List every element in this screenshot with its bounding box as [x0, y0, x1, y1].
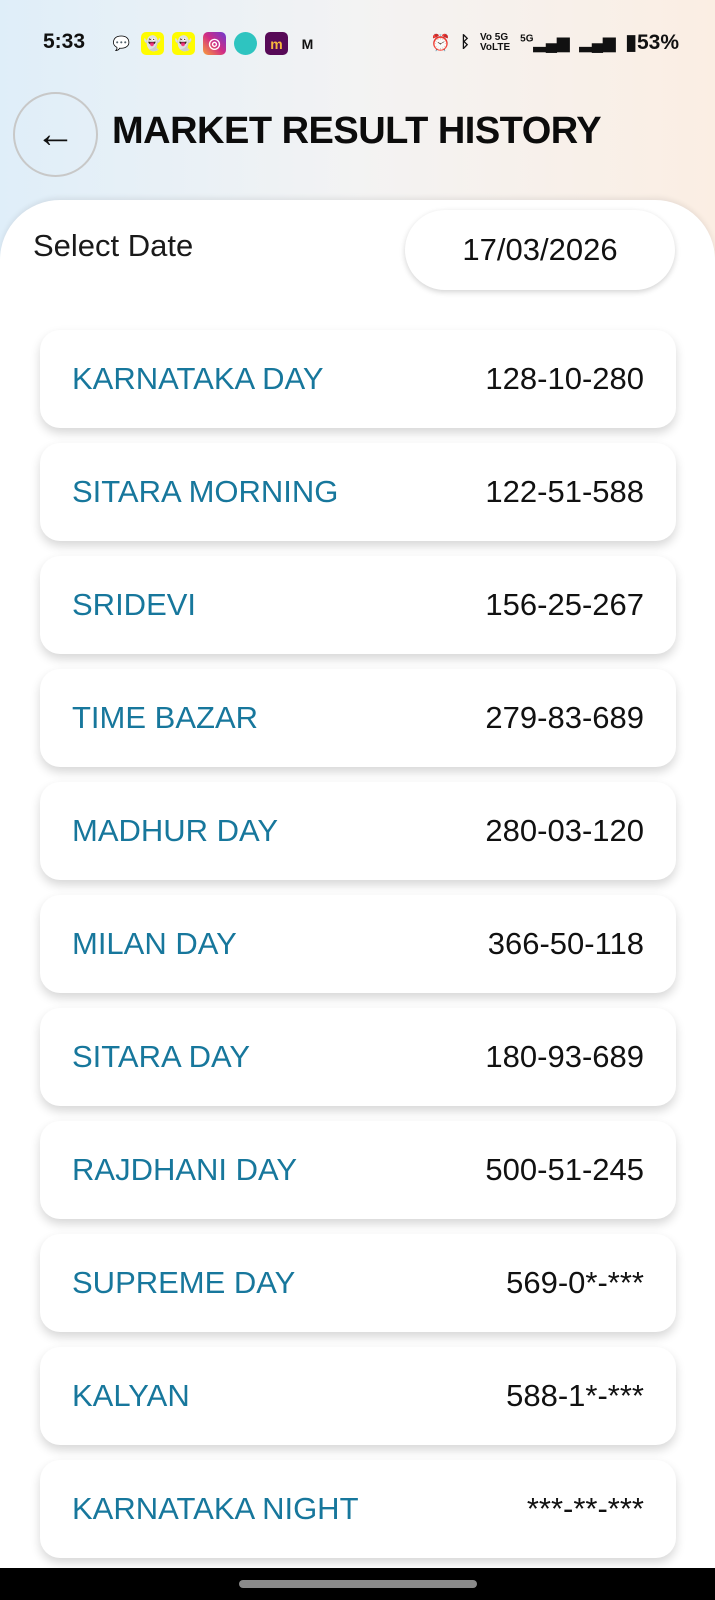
message-icon: 💬	[112, 35, 131, 51]
market-result: 569-0*-***	[506, 1265, 644, 1300]
snapchat-icon: 👻	[141, 32, 164, 55]
page-title: MARKET RESULT HISTORY	[112, 110, 602, 152]
snapchat-icon: 👻	[172, 32, 195, 55]
market-result: 588-1*-***	[506, 1378, 644, 1413]
result-card[interactable]: KARNATAKA DAY 128-10-280	[40, 330, 676, 428]
market-result: 279-83-689	[485, 700, 644, 735]
chat-bubble-icon	[234, 32, 257, 55]
notification-icons: 💬 👻 👻 ◎ m M	[110, 32, 319, 55]
arrow-left-icon: ←	[35, 112, 76, 156]
meesho-icon: m	[265, 32, 288, 55]
result-card[interactable]: KALYAN 588-1*-***	[40, 1347, 676, 1445]
select-date-label: Select Date	[33, 228, 194, 263]
battery-icon: ▮53%	[625, 31, 679, 54]
back-button[interactable]: ←	[13, 92, 98, 177]
navigation-bar	[0, 1568, 715, 1600]
bluetooth-icon: ᛒ	[460, 33, 470, 51]
result-card[interactable]: MILAN DAY 366-50-118	[40, 895, 676, 993]
market-result: 122-51-588	[485, 474, 644, 509]
alarm-icon: ⏰	[430, 34, 451, 52]
market-name: SUPREME DAY	[72, 1265, 296, 1300]
market-result: 366-50-118	[487, 926, 644, 961]
market-result: 500-51-245	[485, 1152, 644, 1187]
market-name: SITARA MORNING	[72, 474, 339, 509]
result-card[interactable]: TIME BAZAR 279-83-689	[40, 669, 676, 767]
market-name: KALYAN	[72, 1378, 190, 1413]
result-card[interactable]: SRIDEVI 156-25-267	[40, 556, 676, 654]
market-result: 128-10-280	[485, 361, 644, 396]
result-card[interactable]: SITARA MORNING 122-51-588	[40, 443, 676, 541]
date-picker-button[interactable]: 17/03/2026	[405, 210, 675, 290]
battery-level: 53%	[636, 31, 679, 54]
system-icons: ⏰ ᛒ Vo 5G VoLTE 5G▂▄▆ ▂▄▆ ▮53%	[430, 30, 679, 55]
status-bar: 5:33 💬 👻 👻 ◎ m M ⏰ ᛒ Vo 5G VoLTE 5G▂▄▆ ▂▄…	[0, 26, 715, 62]
market-name: TIME BAZAR	[72, 700, 259, 735]
result-card[interactable]: SUPREME DAY 569-0*-***	[40, 1234, 676, 1332]
market-result: 280-03-120	[485, 813, 644, 848]
result-card[interactable]: MADHUR DAY 280-03-120	[40, 782, 676, 880]
gmail-icon: M	[301, 35, 314, 52]
market-name: RAJDHANI DAY	[72, 1152, 298, 1187]
result-card[interactable]: RAJDHANI DAY 500-51-245	[40, 1121, 676, 1219]
market-name: SRIDEVI	[72, 587, 197, 622]
signal-icon: ▂▄▆	[579, 34, 616, 52]
market-name: SITARA DAY	[72, 1039, 251, 1074]
volte-5g-icon: Vo 5G VoLTE	[479, 31, 511, 53]
market-name: KARNATAKA DAY	[72, 361, 324, 396]
market-result: 180-93-689	[485, 1039, 644, 1074]
results-list: KARNATAKA DAY 128-10-280 SITARA MORNING 122…	[40, 330, 676, 1573]
market-name: MILAN DAY	[72, 926, 237, 961]
result-card[interactable]: SITARA DAY 180-93-689	[40, 1008, 676, 1106]
result-card[interactable]: KARNATAKA NIGHT ***-**-***	[40, 1460, 676, 1558]
market-result: ***-**-***	[526, 1491, 644, 1526]
home-gesture-handle[interactable]	[239, 1580, 477, 1588]
instagram-icon: ◎	[203, 32, 226, 55]
status-time: 5:33	[43, 30, 86, 53]
market-name: MADHUR DAY	[72, 813, 279, 848]
market-result: 156-25-267	[485, 587, 644, 622]
market-name: KARNATAKA NIGHT	[72, 1491, 359, 1526]
signal-5g-icon: 5G▂▄▆	[520, 33, 570, 52]
